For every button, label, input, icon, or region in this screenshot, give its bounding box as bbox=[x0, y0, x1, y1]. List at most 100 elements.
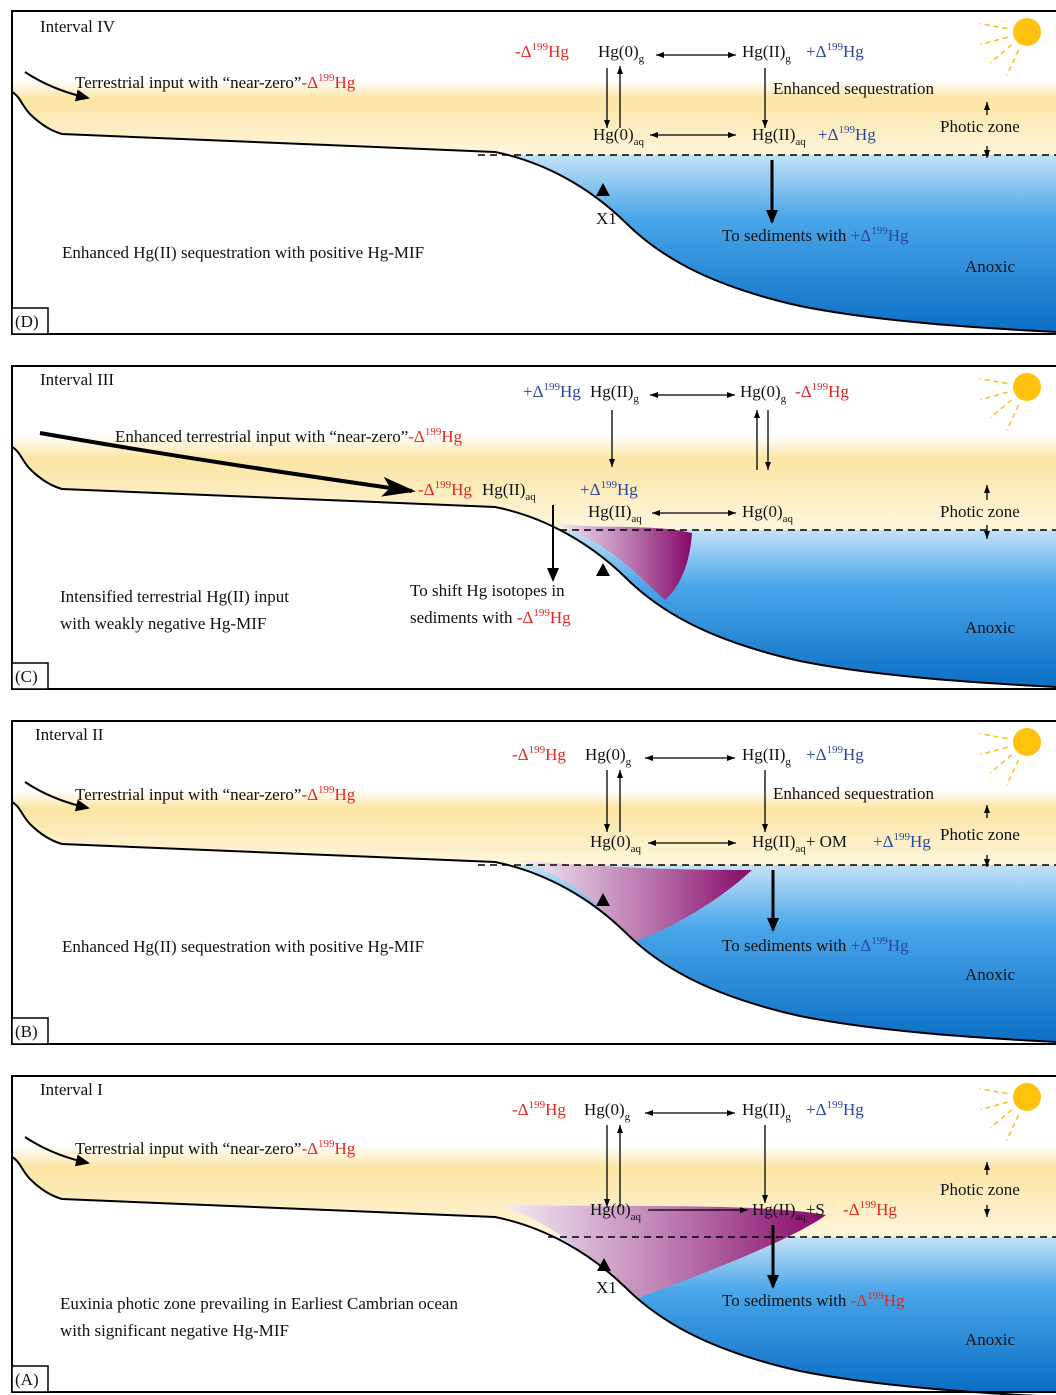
label: Enhanced sequestration bbox=[773, 79, 934, 98]
sun-ray bbox=[981, 747, 1008, 754]
panel: Interval I-Δ199HgHg(0)gHg(II)g+Δ199HgTer… bbox=[12, 1076, 1056, 1395]
species: Hg(II)g bbox=[742, 42, 791, 65]
species-base: Hg(II) bbox=[742, 745, 785, 764]
sun bbox=[980, 18, 1041, 76]
sun-ray bbox=[980, 734, 1008, 739]
superscript: 199 bbox=[533, 607, 550, 619]
delta-sign: +Δ bbox=[851, 226, 872, 245]
subscript: aq bbox=[631, 1211, 642, 1223]
superscript: 199 bbox=[827, 1099, 844, 1111]
superscript: 199 bbox=[318, 72, 335, 84]
delta-unit: Hg bbox=[876, 1200, 897, 1219]
species-base: Hg(II) bbox=[752, 1200, 795, 1219]
superscript: 199 bbox=[318, 784, 335, 796]
superscript: 199 bbox=[544, 381, 561, 393]
text: To sediments with bbox=[722, 936, 851, 955]
text: Terrestrial input with “near-zero” bbox=[75, 73, 301, 92]
delta-unit: Hg bbox=[548, 42, 569, 61]
superscript: 199 bbox=[827, 744, 844, 756]
label: Interval II bbox=[35, 725, 104, 744]
subscript: g bbox=[785, 1111, 791, 1123]
sun bbox=[980, 728, 1041, 786]
species-base: Hg(II) bbox=[742, 42, 785, 61]
text-line: Euxinia photic zone prevailing in Earlie… bbox=[60, 1294, 458, 1313]
text-line: Enhanced Hg(II) sequestration with posit… bbox=[62, 937, 424, 956]
delta-unit: Hg bbox=[560, 382, 581, 401]
sun-ray bbox=[981, 37, 1008, 44]
text: Terrestrial input with “near-zero” bbox=[75, 785, 301, 804]
delta-sign: +Δ bbox=[873, 832, 894, 851]
label: Anoxic bbox=[965, 1330, 1016, 1349]
sun-ray bbox=[1007, 405, 1019, 430]
species: Hg(0)g bbox=[584, 1100, 631, 1123]
delta-sign: -Δ bbox=[418, 480, 435, 499]
label: -Δ199Hg bbox=[512, 744, 566, 764]
subscript: g bbox=[639, 53, 645, 65]
delta-unit: Hg bbox=[828, 382, 849, 401]
text-line: with weakly negative Hg-MIF bbox=[60, 614, 266, 633]
subscript: aq bbox=[631, 843, 642, 855]
delta-sign: +Δ bbox=[851, 936, 872, 955]
label: Anoxic bbox=[965, 257, 1016, 276]
sun-ray bbox=[1007, 50, 1019, 75]
panel-tag: (C) bbox=[15, 667, 38, 686]
delta-sign: -Δ bbox=[517, 608, 534, 627]
sun-ray bbox=[980, 24, 1008, 29]
delta-unit: Hg bbox=[545, 745, 566, 764]
delta-unit: Hg bbox=[843, 42, 864, 61]
delta-unit: Hg bbox=[617, 480, 638, 499]
text-line: Enhanced Hg(II) sequestration with posit… bbox=[62, 243, 424, 262]
delta-sign: -Δ bbox=[301, 73, 318, 92]
delta-sign: -Δ bbox=[512, 1100, 529, 1119]
label: Interval III bbox=[40, 370, 114, 389]
sun-ray bbox=[990, 45, 1011, 63]
panel-tag: (D) bbox=[15, 312, 39, 331]
label: Interval I bbox=[40, 1080, 103, 1099]
sun-ray bbox=[1007, 760, 1019, 785]
panel: Interval II-Δ199HgHg(0)gHg(II)g+Δ199HgTe… bbox=[12, 721, 1056, 1045]
text: Terrestrial input with “near-zero” bbox=[75, 1139, 301, 1158]
delta-sign: +Δ bbox=[580, 480, 601, 499]
delta-unit: Hg bbox=[843, 1100, 864, 1119]
label: Anoxic bbox=[965, 965, 1016, 984]
sun-ray bbox=[981, 1102, 1008, 1109]
delta-sign: +Δ bbox=[806, 42, 827, 61]
superscript: 199 bbox=[894, 831, 911, 843]
label: Enhanced sequestration bbox=[773, 784, 934, 803]
delta-unit: Hg bbox=[335, 785, 356, 804]
species: Hg(II)g bbox=[742, 745, 791, 768]
text-line: Intensified terrestrial Hg(II) input bbox=[60, 587, 289, 606]
label: Terrestrial input with “near-zero”-Δ199H… bbox=[75, 784, 356, 804]
species-base: Hg(0) bbox=[740, 382, 781, 401]
delta-sign: -Δ bbox=[512, 745, 529, 764]
text: To sediments with bbox=[722, 226, 851, 245]
species-base: Hg(0) bbox=[590, 1200, 631, 1219]
species-base: Hg(0) bbox=[598, 42, 639, 61]
species-base: Hg(0) bbox=[593, 125, 634, 144]
delta-sign: +Δ bbox=[818, 125, 839, 144]
sun bbox=[980, 373, 1041, 431]
label: X1 bbox=[596, 209, 617, 228]
subscript: aq bbox=[795, 136, 806, 148]
delta-unit: Hg bbox=[451, 480, 472, 499]
superscript: 199 bbox=[867, 1290, 884, 1302]
sun-disc bbox=[1013, 1083, 1041, 1111]
subscript: aq bbox=[634, 136, 645, 148]
label: Anoxic bbox=[965, 618, 1016, 637]
delta-unit: Hg bbox=[441, 427, 462, 446]
label: -Δ199Hg bbox=[795, 381, 849, 401]
label: Photic zone bbox=[940, 1180, 1020, 1199]
panel-tag: (A) bbox=[15, 1370, 39, 1389]
subscript: g bbox=[781, 393, 787, 405]
species-base: Hg(II) bbox=[588, 502, 631, 521]
species-base: Hg(II) bbox=[590, 382, 633, 401]
superscript: 199 bbox=[871, 935, 888, 947]
delta-unit: Hg bbox=[335, 1139, 356, 1158]
sun-disc bbox=[1013, 728, 1041, 756]
subscript: g bbox=[626, 756, 632, 768]
text: To sediments with bbox=[722, 1291, 851, 1310]
label: +Δ199Hg bbox=[523, 381, 581, 401]
label: -Δ199Hg bbox=[515, 41, 569, 61]
species-base: Hg(II) bbox=[742, 1100, 785, 1119]
delta-sign: -Δ bbox=[408, 427, 425, 446]
